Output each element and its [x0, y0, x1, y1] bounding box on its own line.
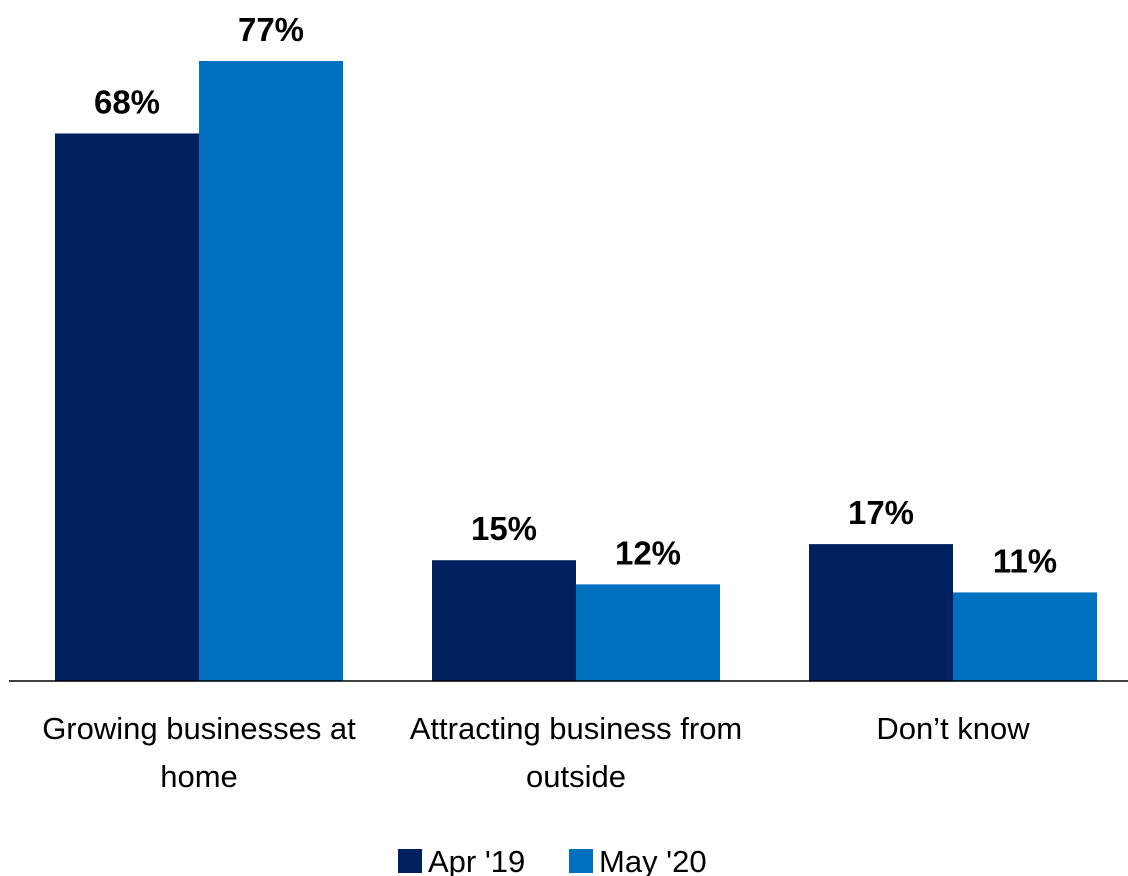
category-labels-layer: Growing businesses at home Attracting busi… — [42, 711, 1030, 794]
category-label-0: Growing businesses at home — [42, 711, 356, 794]
category-label-1: Attracting business from outside — [410, 711, 743, 794]
legend-swatch-apr-19 — [398, 849, 422, 873]
bar-apr-19-2 — [809, 544, 953, 681]
legend-swatch-may-20 — [569, 849, 593, 873]
category-label-line: Don’t know — [876, 711, 1030, 746]
bar-may-20-1 — [576, 584, 720, 681]
value-label-apr-19-2: 17% — [848, 494, 914, 531]
bar-apr-19-0 — [55, 133, 199, 681]
category-label-line: Growing businesses at — [42, 711, 356, 746]
category-label-line: Attracting business from — [410, 711, 743, 746]
bar-may-20-2 — [953, 592, 1097, 681]
category-label-2: Don’t know — [876, 711, 1030, 746]
legend: Apr '19 May '20 — [398, 844, 707, 876]
bar-may-20-0 — [199, 61, 343, 681]
bar-apr-19-1 — [432, 560, 576, 681]
value-label-may-20-1: 12% — [615, 534, 681, 571]
value-label-apr-19-1: 15% — [471, 510, 537, 547]
value-label-apr-19-0: 68% — [94, 83, 160, 120]
category-label-line: home — [160, 759, 238, 794]
value-labels-layer: 68% 77% 15% 12% 17% 11% — [94, 11, 1057, 579]
legend-label-apr-19: Apr '19 — [428, 844, 525, 876]
value-label-may-20-2: 11% — [993, 542, 1057, 579]
bars-layer — [55, 61, 1097, 681]
value-label-may-20-0: 77% — [238, 11, 304, 48]
category-label-line: outside — [526, 759, 626, 794]
legend-label-may-20: May '20 — [599, 844, 707, 876]
